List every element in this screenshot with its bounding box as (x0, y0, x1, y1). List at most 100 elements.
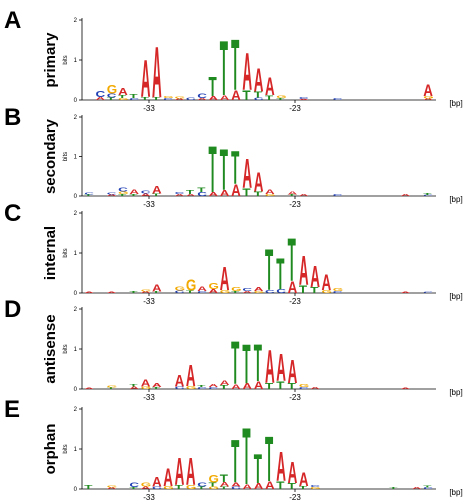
logo-glyph-a: A (242, 43, 252, 102)
logo-glyph-g: G (175, 96, 185, 99)
logo-glyph-c: C (231, 486, 241, 490)
logo-glyph-g: G (209, 486, 219, 490)
logo-glyph-t: T (299, 283, 308, 296)
panel-title: primary (42, 32, 59, 88)
logo-glyph-g: G (141, 290, 151, 293)
logo-glyph-t: T (118, 94, 126, 99)
logo-glyph-a: A (163, 465, 173, 492)
logo-glyph-t: T (389, 487, 397, 490)
logo-glyph-t: T (231, 429, 239, 497)
logo-glyph-a: A (118, 85, 128, 97)
logo-glyph-a: A (107, 292, 117, 294)
logo-glyph-t: T (220, 385, 229, 391)
x-unit-label: [bp] (449, 388, 462, 397)
logo-glyph-c: C (333, 194, 343, 197)
logo-glyph-a: A (152, 474, 162, 489)
logo-glyph-t: T (209, 482, 218, 488)
logo-glyph-a: A (242, 150, 252, 197)
y-tick-label: 0 (74, 387, 78, 393)
logo-glyph-a: A (276, 348, 286, 391)
logo-glyph-t: T (242, 88, 251, 103)
logo-glyph-t: T (220, 486, 228, 490)
logo-glyph-t: T (231, 143, 239, 195)
logo-glyph-a: A (231, 182, 241, 201)
logo-glyph-c: C (265, 289, 275, 294)
logo-glyph-a: A (141, 50, 151, 109)
logo-glyph-a: A (96, 96, 106, 101)
logo-glyph-t: T (254, 445, 262, 492)
panel-title: internal (42, 226, 59, 280)
panel-letter: D (4, 296, 21, 323)
logo-glyph-a: A (141, 486, 151, 490)
logo-glyph-t: T (288, 194, 296, 197)
logo-glyph-a: A (310, 261, 320, 295)
logo-glyph-a: A (254, 63, 264, 100)
panel-letter: E (4, 396, 20, 423)
logo-glyph-t: T (152, 291, 160, 294)
logo-glyph-g: G (107, 82, 117, 96)
logo-glyph-a: A (107, 487, 117, 490)
logo-glyph-t: T (265, 423, 273, 495)
y-tick-label: 0 (74, 487, 78, 493)
logo-glyph-a: A (254, 287, 264, 293)
logo-glyph-t: T (129, 194, 137, 197)
logo-glyph-a: A (186, 360, 196, 394)
logo-glyph-c: C (96, 90, 106, 99)
logo-glyph-t: T (231, 330, 239, 398)
logo-glyph-c: C (197, 192, 207, 198)
logo-glyph-t: T (231, 26, 239, 107)
logo-glyph-t: T (129, 487, 137, 490)
logo-glyph-g: G (118, 191, 128, 195)
x-unit-label: [bp] (449, 488, 462, 497)
logo-glyph-a: A (141, 193, 151, 197)
logo-glyph-a: A (265, 74, 275, 101)
y-axis-label: bits (63, 344, 69, 353)
logo-glyph-a: A (423, 82, 433, 101)
logo-glyph-c: C (129, 481, 139, 489)
x-tick-label: -33 (143, 297, 155, 306)
logo-glyph-g: G (186, 485, 196, 491)
logo-glyph-g: G (209, 282, 220, 291)
logo-glyph-t: T (231, 291, 239, 294)
logo-glyph-a: A (322, 269, 332, 294)
logo-glyph-c: C (197, 92, 207, 100)
x-tick-label: -23 (289, 393, 301, 402)
logo-glyph-t: T (220, 472, 229, 485)
x-tick-label: -23 (289, 200, 301, 209)
logo-glyph-g: G (299, 383, 310, 388)
logo-glyph-a: A (209, 289, 219, 295)
logo-glyph-t: T (129, 94, 138, 100)
logo-glyph-t: T (276, 479, 285, 492)
x-tick-label: -33 (143, 104, 155, 113)
logo-glyph-c: C (276, 289, 286, 295)
logo-glyph-a: A (254, 379, 264, 392)
logo-glyph-t: T (186, 190, 195, 196)
logo-glyph-t: T (129, 384, 137, 388)
logo-glyph-c: C (141, 190, 151, 195)
y-tick-label: 2 (74, 407, 78, 413)
x-tick-label: -23 (289, 493, 301, 502)
logo-glyph-a: A (186, 452, 196, 495)
logo-glyph-a: A (288, 191, 298, 196)
panel-title: antisense (42, 314, 59, 383)
logo-glyph-a: A (265, 188, 275, 196)
logo-glyph-a: A (299, 194, 309, 197)
logo-glyph-a: A (220, 94, 230, 102)
logo-glyph-t: T (186, 290, 194, 294)
logo-glyph-c: C (423, 292, 433, 294)
logo-glyph-g: G (423, 96, 433, 100)
logo-glyph-a: A (220, 189, 230, 198)
logo-glyph-c: C (333, 291, 343, 294)
panel-title: secondary (42, 118, 59, 194)
logo-glyph-t: T (152, 96, 160, 101)
logo-glyph-t: T (129, 291, 137, 294)
logo-glyph-t: T (242, 332, 250, 395)
logo-glyph-a: A (84, 292, 94, 294)
logo-glyph-t: T (310, 286, 318, 295)
logo-glyph-a: A (209, 383, 219, 388)
logo-glyph-a: A (299, 247, 309, 294)
logo-glyph-c: C (242, 287, 252, 292)
logo-glyph-c: C (84, 193, 94, 196)
logo-glyph-a: A (231, 482, 241, 488)
